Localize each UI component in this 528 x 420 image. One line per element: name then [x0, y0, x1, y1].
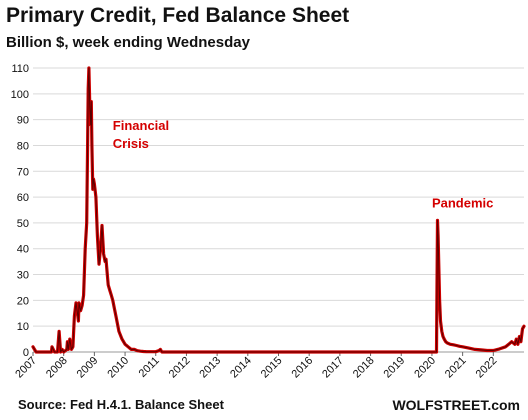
- x-tick-label: 2012: [167, 355, 193, 381]
- series-line-core: [32, 67, 525, 353]
- x-tick-label: 2017: [320, 355, 346, 381]
- y-tick-label: 90: [17, 115, 29, 127]
- y-tick-label: 30: [17, 270, 29, 282]
- y-tick-label: 100: [11, 89, 29, 101]
- x-tick-label: 2009: [75, 355, 101, 381]
- x-tick-label: 2020: [412, 355, 438, 381]
- y-tick-label: 20: [17, 295, 29, 307]
- series-layer: [31, 66, 526, 354]
- x-axis-ticks: 2007 2008 2009 2010 2011 2012 2013 2014 2015 2016…: [13, 352, 499, 380]
- y-tick-label: 0: [23, 347, 29, 359]
- annotations: Financial Crisis Pandemic: [113, 118, 494, 210]
- x-tick-label: 2022: [474, 355, 500, 381]
- y-tick-label: 10: [17, 321, 29, 333]
- x-tick-label: 2015: [259, 355, 285, 381]
- x-tick-label: 2014: [228, 355, 254, 381]
- y-tick-label: 80: [17, 140, 29, 152]
- x-tick-label: 2018: [351, 355, 377, 381]
- x-tick-label: 2016: [290, 355, 316, 381]
- y-tick-label: 40: [17, 244, 29, 256]
- y-tick-label: 60: [17, 192, 29, 204]
- y-tick-label: 70: [17, 166, 29, 178]
- x-tick-label: 2013: [197, 355, 223, 381]
- annotation-label: Financial Crisis: [113, 118, 169, 151]
- x-tick-label: 2008: [44, 355, 70, 381]
- source-note: Source: Fed H.4.1. Balance Sheet: [18, 397, 224, 412]
- x-tick-label: 2019: [382, 355, 408, 381]
- x-tick-label: 2007: [13, 355, 39, 381]
- chart-title: Primary Credit, Fed Balance Sheet: [6, 4, 350, 27]
- chart-subtitle: Billion $, week ending Wednesday: [6, 34, 250, 51]
- brand-label: WOLFSTREET.com: [392, 397, 520, 413]
- y-axis-ticks: 0 10 20 30 40 50 60 70 80 90 100 110: [11, 63, 29, 359]
- x-tick-label: 2010: [105, 355, 131, 381]
- annotation-label: Pandemic: [432, 195, 493, 210]
- x-tick-label: 2021: [443, 355, 469, 381]
- x-tick-label: 2011: [137, 355, 162, 380]
- y-tick-label: 50: [17, 218, 29, 230]
- y-tick-label: 110: [11, 63, 29, 75]
